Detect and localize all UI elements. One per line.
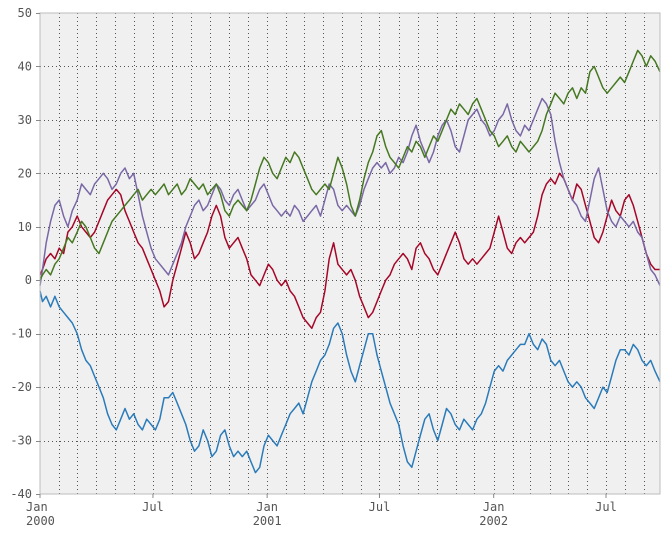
y-axis: -40 -30 -20 -10 0 10 20 30 40 50 <box>10 6 40 501</box>
x-tick-label: Jan <box>26 500 48 514</box>
x-tick-label: 2002 <box>479 514 508 528</box>
x-tick-label: Jul <box>369 500 391 514</box>
x-tick-label: Jul <box>142 500 164 514</box>
x-tick-label: 2000 <box>26 514 55 528</box>
plot-area <box>40 13 660 494</box>
series-line-1 <box>39 290 661 474</box>
x-tick-label: Jul <box>595 500 617 514</box>
x-tick-label: Jan <box>483 500 505 514</box>
series-line-2 <box>39 172 660 330</box>
y-tick-label: 30 <box>18 113 32 127</box>
y-tick-label: 10 <box>18 220 32 234</box>
grid-lines <box>40 13 660 494</box>
y-tick-label: 40 <box>18 59 32 73</box>
y-tick-label: -30 <box>10 434 32 448</box>
y-tick-label: -20 <box>10 380 32 394</box>
y-tick-label: -10 <box>10 327 32 341</box>
plot-frame <box>39 12 661 495</box>
y-tick-label: -40 <box>10 487 32 501</box>
x-tick-label: 2001 <box>253 514 282 528</box>
x-tick-label: Jan <box>256 500 278 514</box>
series-line-4 <box>39 49 661 281</box>
y-tick-label: 0 <box>25 273 32 287</box>
y-tick-label: 50 <box>18 6 32 20</box>
series-layer <box>39 49 661 474</box>
y-tick-label: 20 <box>18 166 32 180</box>
series-line-3 <box>39 97 661 286</box>
